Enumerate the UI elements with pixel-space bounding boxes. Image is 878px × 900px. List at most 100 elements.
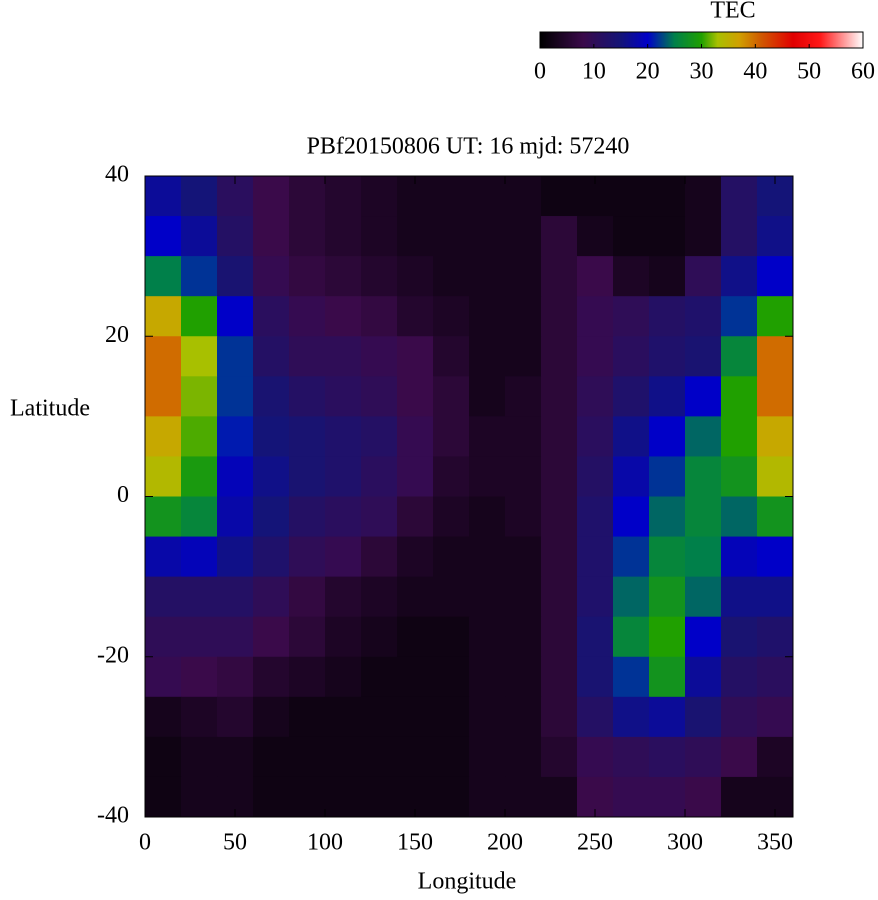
heatmap-cell <box>397 576 434 618</box>
colorbar-swatch <box>710 32 712 48</box>
heatmap-cell <box>145 656 182 698</box>
colorbar-swatch <box>707 32 709 48</box>
colorbar-swatch <box>603 32 605 48</box>
colorbar-swatch <box>733 32 735 48</box>
heatmap-cell <box>685 736 722 778</box>
colorbar-swatch <box>768 32 770 48</box>
heatmap-cell <box>541 616 578 658</box>
heatmap-cell <box>469 256 506 297</box>
heatmap-cell <box>397 536 434 578</box>
colorbar-swatch <box>703 32 705 48</box>
colorbar-swatch <box>582 32 584 48</box>
colorbar-swatch <box>783 32 785 48</box>
heatmap-cell <box>181 576 218 618</box>
colorbar-swatch <box>857 32 859 48</box>
heatmap-cell <box>721 736 758 778</box>
colorbar-swatch <box>846 32 848 48</box>
x-tick-label: 300 <box>667 830 703 856</box>
colorbar-swatch <box>827 32 829 48</box>
heatmap-cell <box>685 416 722 457</box>
colorbar-swatch <box>708 32 710 48</box>
colorbar-swatch <box>762 32 764 48</box>
colorbar-swatch <box>626 32 628 48</box>
colorbar-swatch <box>693 32 695 48</box>
heatmap-cell <box>649 336 686 377</box>
heatmap-cell <box>541 576 578 618</box>
heatmap-cell <box>433 776 470 818</box>
colorbar-swatch <box>856 32 858 48</box>
heatmap-cell <box>217 576 254 618</box>
y-axis-label: Latitude <box>10 396 90 422</box>
colorbar-swatch <box>742 32 744 48</box>
heatmap-cell <box>325 296 362 337</box>
colorbar-swatch <box>828 32 830 48</box>
colorbar-swatch <box>666 32 668 48</box>
colorbar-swatch <box>826 32 828 48</box>
colorbar-swatch <box>692 32 694 48</box>
colorbar-swatch <box>699 32 701 48</box>
heatmap-cell <box>721 576 758 618</box>
heatmap-cell <box>361 376 398 417</box>
heatmap-cell <box>757 496 794 538</box>
colorbar-swatch <box>690 32 692 48</box>
colorbar-swatch <box>715 32 717 48</box>
colorbar-swatch <box>754 32 756 48</box>
colorbar-swatch <box>586 32 588 48</box>
colorbar-swatch <box>790 32 792 48</box>
heatmap-cell <box>757 736 794 778</box>
heatmap-cell <box>289 536 326 578</box>
colorbar-swatch <box>688 32 690 48</box>
colorbar-swatch <box>698 32 700 48</box>
heatmap-cell <box>145 176 182 217</box>
heatmap-cell <box>433 176 470 217</box>
colorbar-swatch <box>559 32 561 48</box>
colorbar-swatch <box>618 32 620 48</box>
heatmap-cell <box>505 376 542 417</box>
colorbar-swatch <box>555 32 557 48</box>
colorbar-swatch <box>852 32 854 48</box>
heatmap-cell <box>325 496 362 538</box>
heatmap-cell <box>469 776 506 818</box>
colorbar-swatch <box>654 32 656 48</box>
colorbar-swatch <box>712 32 714 48</box>
heatmap-cell <box>685 616 722 658</box>
colorbar-swatch <box>700 32 702 48</box>
colorbar-swatch <box>777 32 779 48</box>
colorbar-swatch <box>568 32 570 48</box>
heatmap-cell <box>433 616 470 658</box>
colorbar-swatch <box>758 32 760 48</box>
heatmap-cell <box>541 456 578 497</box>
heatmap-cell <box>289 696 326 738</box>
heatmap-cell <box>145 376 182 417</box>
heatmap-cell <box>433 656 470 698</box>
colorbar-swatch <box>562 32 564 48</box>
heatmap-cell <box>145 336 182 377</box>
colorbar-swatch <box>679 32 681 48</box>
colorbar-swatch <box>837 32 839 48</box>
heatmap-cell <box>721 256 758 297</box>
heatmap-cell <box>217 296 254 337</box>
colorbar-swatch <box>622 32 624 48</box>
heatmap-cell <box>253 416 290 457</box>
colorbar-swatch <box>674 32 676 48</box>
colorbar-swatch <box>662 32 664 48</box>
heatmap-cell <box>289 456 326 497</box>
colorbar-swatch <box>776 32 778 48</box>
colorbar-swatch <box>672 32 674 48</box>
heatmap-cell <box>649 776 686 818</box>
heatmap-cell <box>253 216 290 257</box>
colorbar-swatch <box>737 32 739 48</box>
colorbar-swatch <box>738 32 740 48</box>
heatmap-cell <box>613 416 650 457</box>
colorbar-swatch <box>740 32 742 48</box>
heatmap-cell <box>361 696 398 738</box>
heatmap-cell <box>361 256 398 297</box>
heatmap-cell <box>721 336 758 377</box>
colorbar-swatch <box>812 32 814 48</box>
heatmap-cell <box>253 176 290 217</box>
colorbar-swatch <box>612 32 614 48</box>
colorbar-swatch <box>829 32 831 48</box>
heatmap-cell <box>217 456 254 497</box>
heatmap-cell <box>721 176 758 217</box>
colorbar-swatch <box>744 32 746 48</box>
